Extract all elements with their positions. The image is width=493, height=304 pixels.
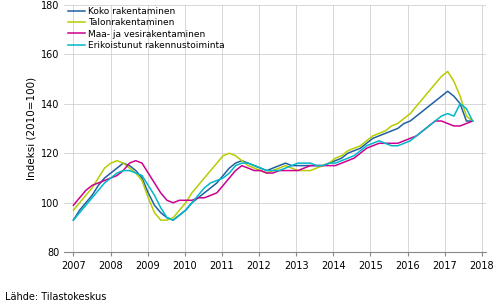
Line: Erikoistunut rakennustoiminta: Erikoistunut rakennustoiminta [73,104,473,220]
Talonrakentaminen [170,216,176,219]
Koko rakentaminen [445,89,451,93]
Koko rakentaminen [414,114,420,118]
Maa- ja vesirakentaminen [432,119,438,123]
Talonrakentaminen [457,95,463,98]
Talonrakentaminen [282,164,288,168]
Erikoistunut rakennustoiminta [189,201,195,205]
Erikoistunut rakennustoiminta [414,134,420,138]
Koko rakentaminen [239,159,245,162]
Talonrakentaminen [470,119,476,123]
Line: Koko rakentaminen: Koko rakentaminen [73,91,473,220]
Maa- ja vesirakentaminen [276,169,282,172]
Y-axis label: Indeksi (2010=100): Indeksi (2010=100) [27,77,36,180]
Line: Maa- ja vesirakentaminen: Maa- ja vesirakentaminen [73,121,473,205]
Text: Lähde: Tilastokeskus: Lähde: Tilastokeskus [5,292,106,302]
Koko rakentaminen [189,201,195,205]
Erikoistunut rakennustoiminta [239,161,245,165]
Maa- ja vesirakentaminen [457,124,463,128]
Talonrakentaminen [445,70,451,73]
Erikoistunut rakennustoiminta [470,119,476,123]
Koko rakentaminen [470,119,476,123]
Maa- ja vesirakentaminen [414,134,420,138]
Talonrakentaminen [245,164,251,168]
Maa- ja vesirakentaminen [239,164,245,168]
Erikoistunut rakennustoiminta [276,169,282,172]
Legend: Koko rakentaminen, Talonrakentaminen, Maa- ja vesirakentaminen, Erikoistunut rak: Koko rakentaminen, Talonrakentaminen, Ma… [69,7,225,50]
Talonrakentaminen [420,97,425,101]
Koko rakentaminen [164,216,170,219]
Talonrakentaminen [195,184,201,187]
Maa- ja vesirakentaminen [164,199,170,202]
Line: Talonrakentaminen: Talonrakentaminen [73,71,473,220]
Erikoistunut rakennustoiminta [457,102,463,105]
Erikoistunut rakennustoiminta [164,216,170,219]
Maa- ja vesirakentaminen [470,119,476,123]
Maa- ja vesirakentaminen [70,203,76,207]
Koko rakentaminen [276,164,282,168]
Talonrakentaminen [70,208,76,212]
Erikoistunut rakennustoiminta [451,114,457,118]
Erikoistunut rakennustoiminta [70,218,76,222]
Koko rakentaminen [70,218,76,222]
Koko rakentaminen [457,102,463,105]
Maa- ja vesirakentaminen [189,199,195,202]
Talonrakentaminen [158,218,164,222]
